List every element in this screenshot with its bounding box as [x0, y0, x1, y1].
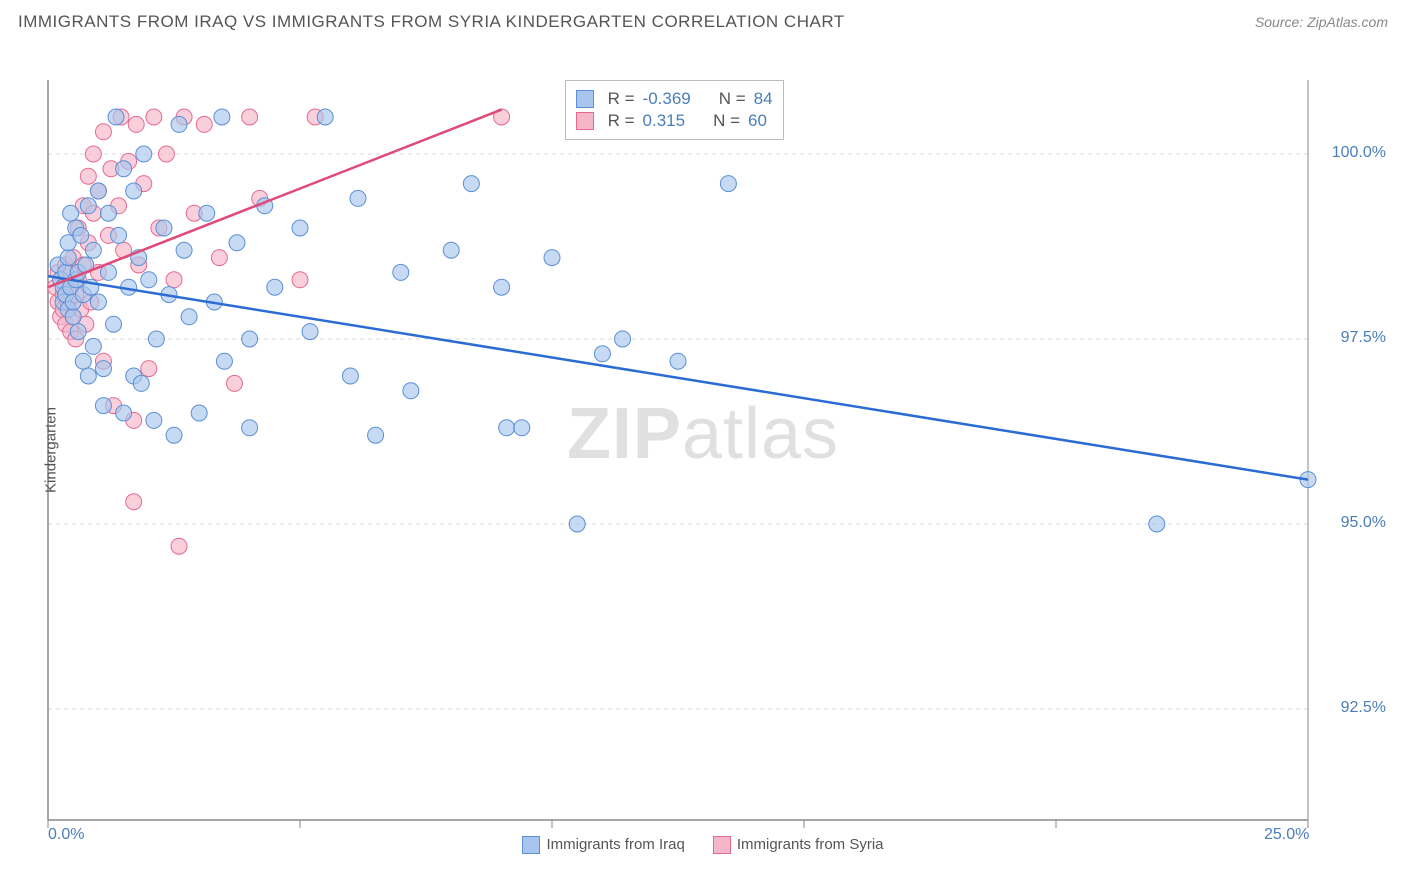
r-value: -0.369 — [643, 89, 691, 109]
legend-swatch — [713, 836, 731, 854]
y-tick-label: 95.0% — [1341, 514, 1386, 532]
y-axis-label: Kindergarten — [42, 407, 59, 493]
correlation-row: R = -0.369 N = 84 — [576, 89, 773, 109]
source-attribution: Source: ZipAtlas.com — [1255, 14, 1388, 30]
chart-area: Kindergarten ZIPatlas R = -0.369N = 84R … — [0, 40, 1406, 860]
r-value: 0.315 — [643, 111, 686, 131]
n-value: 60 — [748, 111, 767, 131]
r-label: R = — [608, 111, 635, 131]
scatter-plot — [0, 40, 1406, 880]
legend-label: Immigrants from Iraq — [546, 836, 684, 853]
corr-swatch — [576, 90, 594, 108]
legend-swatch — [522, 836, 540, 854]
n-value: 84 — [754, 89, 773, 109]
source-prefix: Source: — [1255, 14, 1307, 30]
corr-swatch — [576, 112, 594, 130]
r-label: R = — [608, 89, 635, 109]
legend-item[interactable]: Immigrants from Iraq — [522, 836, 684, 854]
legend-label: Immigrants from Syria — [737, 836, 884, 853]
chart-title: IMMIGRANTS FROM IRAQ VS IMMIGRANTS FROM … — [18, 12, 845, 32]
y-tick-label: 100.0% — [1332, 144, 1386, 162]
y-tick-label: 97.5% — [1341, 329, 1386, 347]
legend-item[interactable]: Immigrants from Syria — [713, 836, 884, 854]
header: IMMIGRANTS FROM IRAQ VS IMMIGRANTS FROM … — [0, 0, 1406, 40]
n-label: N = — [719, 89, 746, 109]
n-label: N = — [713, 111, 740, 131]
correlation-legend: R = -0.369 N = 84 R = 0.315 N = 60 — [565, 80, 784, 140]
y-tick-label: 92.5% — [1341, 699, 1386, 717]
series-legend: Immigrants from Iraq Immigrants from Syri… — [0, 836, 1406, 854]
source-link[interactable]: ZipAtlas.com — [1307, 14, 1388, 30]
correlation-row: R = 0.315 N = 60 — [576, 111, 773, 131]
